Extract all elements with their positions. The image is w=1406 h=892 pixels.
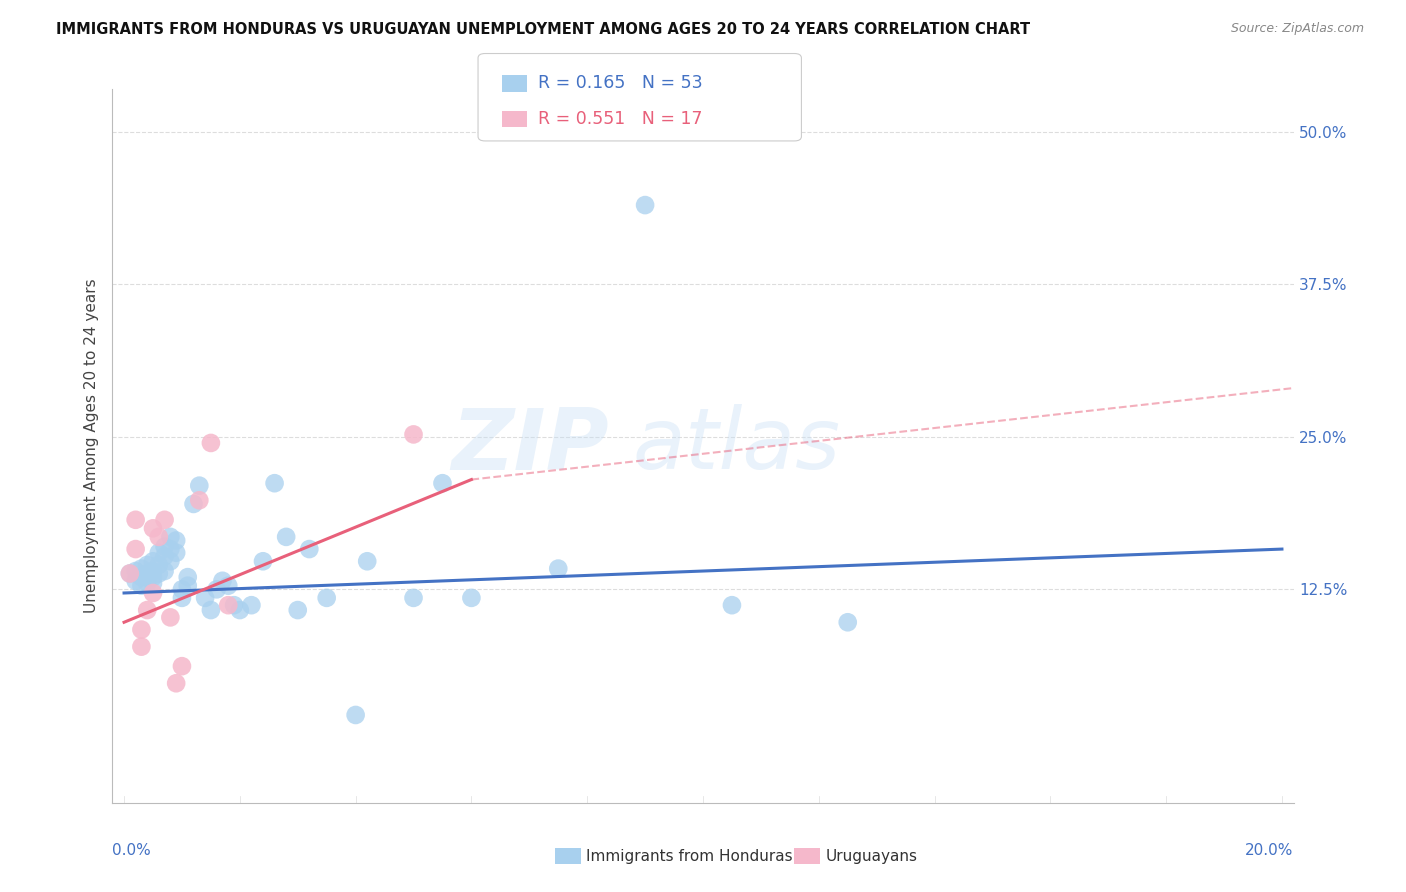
Point [124, 574, 146, 588]
Point [837, 615, 859, 630]
Point [177, 579, 200, 593]
Point [222, 598, 245, 612]
Point [131, 561, 153, 575]
Point [148, 558, 170, 572]
Point [148, 546, 170, 560]
Point [142, 576, 165, 591]
Point [124, 542, 146, 557]
Point [159, 610, 181, 624]
Point [131, 623, 153, 637]
Point [142, 521, 165, 535]
Point [402, 591, 425, 605]
Point [159, 554, 181, 568]
Point [170, 582, 193, 597]
Point [165, 533, 187, 548]
Point [131, 579, 153, 593]
Point [153, 540, 176, 554]
Point [194, 591, 217, 605]
Point [148, 530, 170, 544]
Point [118, 566, 141, 581]
Point [142, 554, 165, 568]
Point [118, 566, 141, 581]
Text: R = 0.165   N = 53: R = 0.165 N = 53 [538, 75, 703, 93]
Point [148, 566, 170, 581]
Text: ZIP: ZIP [451, 404, 609, 488]
Point [131, 640, 153, 654]
Point [165, 676, 187, 690]
Text: 0.0%: 0.0% [112, 843, 152, 858]
Text: R = 0.551   N = 17: R = 0.551 N = 17 [538, 110, 703, 128]
Point [131, 570, 153, 584]
Point [142, 570, 165, 584]
Point [177, 570, 200, 584]
Point [136, 558, 159, 572]
Point [159, 530, 181, 544]
Text: Source: ZipAtlas.com: Source: ZipAtlas.com [1230, 22, 1364, 36]
Point [211, 574, 233, 588]
Point [188, 493, 211, 508]
Point [432, 476, 454, 491]
Point [634, 198, 657, 212]
Point [460, 591, 482, 605]
Text: 20.0%: 20.0% [1246, 843, 1294, 858]
Point [188, 478, 211, 492]
Point [142, 586, 165, 600]
Point [402, 427, 425, 442]
Point [142, 564, 165, 578]
Point [165, 546, 187, 560]
Text: Immigrants from Honduras: Immigrants from Honduras [586, 849, 793, 863]
Point [298, 542, 321, 557]
Point [170, 591, 193, 605]
Point [200, 603, 222, 617]
Point [287, 603, 309, 617]
Point [315, 591, 337, 605]
Point [124, 564, 146, 578]
Point [344, 708, 367, 723]
Y-axis label: Unemployment Among Ages 20 to 24 years: Unemployment Among Ages 20 to 24 years [83, 278, 98, 614]
Point [721, 598, 744, 612]
Point [217, 598, 239, 612]
Point [276, 530, 298, 544]
Point [356, 554, 378, 568]
Point [124, 513, 146, 527]
Point [240, 598, 263, 612]
Point [170, 659, 193, 673]
Point [205, 582, 228, 597]
Point [159, 542, 181, 557]
Point [200, 436, 222, 450]
Point [217, 579, 239, 593]
Point [153, 549, 176, 564]
Point [136, 576, 159, 591]
Point [263, 476, 285, 491]
Point [229, 603, 252, 617]
Text: atlas: atlas [633, 404, 841, 488]
Text: IMMIGRANTS FROM HONDURAS VS URUGUAYAN UNEMPLOYMENT AMONG AGES 20 TO 24 YEARS COR: IMMIGRANTS FROM HONDURAS VS URUGUAYAN UN… [56, 22, 1031, 37]
Text: Uruguayans: Uruguayans [825, 849, 917, 863]
Point [547, 561, 569, 575]
Point [153, 513, 176, 527]
Point [153, 564, 176, 578]
Point [183, 497, 205, 511]
Point [136, 603, 159, 617]
Point [252, 554, 274, 568]
Point [136, 566, 159, 581]
